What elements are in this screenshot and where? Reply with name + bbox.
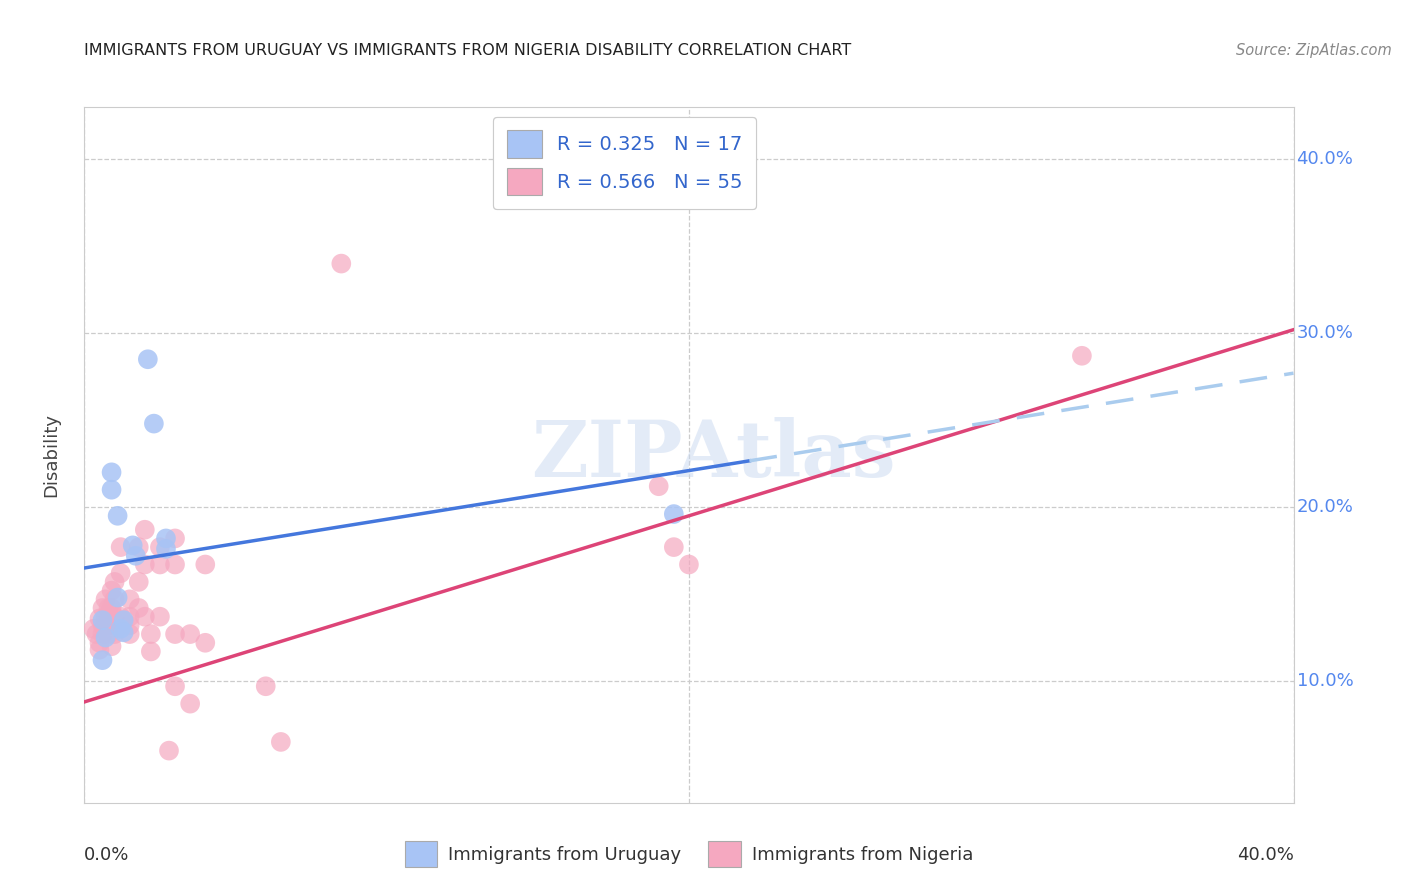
Point	[149, 609, 172, 624]
Point	[100, 601, 122, 615]
Point	[104, 574, 127, 589]
Text: 30.0%: 30.0%	[1296, 324, 1354, 343]
Text: 20.0%: 20.0%	[1296, 498, 1354, 516]
Point	[118, 627, 141, 641]
Point	[647, 479, 671, 493]
Point	[330, 256, 353, 270]
Point	[136, 352, 159, 367]
Point	[155, 541, 177, 556]
Point	[104, 609, 127, 624]
Point	[100, 639, 122, 653]
Point	[91, 627, 114, 641]
Point	[107, 508, 129, 523]
Point	[104, 592, 127, 607]
Point	[662, 540, 685, 554]
Point	[112, 613, 135, 627]
Point	[91, 653, 114, 667]
Point	[125, 549, 148, 563]
Point	[134, 609, 156, 624]
Text: 40.0%: 40.0%	[1237, 847, 1294, 864]
Point	[107, 591, 129, 605]
Point	[121, 538, 143, 552]
Point	[678, 558, 700, 572]
Point	[100, 483, 122, 497]
Point	[139, 627, 162, 641]
Text: 0.0%: 0.0%	[84, 847, 129, 864]
Text: ZIPAtlas: ZIPAtlas	[531, 417, 896, 493]
Point	[97, 601, 120, 615]
Point	[270, 735, 292, 749]
Point	[179, 697, 201, 711]
Point	[194, 558, 217, 572]
Point	[100, 583, 122, 598]
Point	[163, 679, 186, 693]
Point	[97, 627, 120, 641]
Point	[110, 609, 132, 624]
Point	[134, 523, 156, 537]
Point	[254, 679, 277, 693]
Text: 10.0%: 10.0%	[1296, 672, 1354, 690]
Point	[163, 532, 186, 546]
Point	[94, 631, 117, 645]
Point	[128, 601, 150, 615]
Point	[194, 636, 217, 650]
Point	[149, 540, 172, 554]
Point	[91, 601, 114, 615]
Point	[662, 507, 685, 521]
Point	[100, 466, 122, 480]
Point	[104, 627, 127, 641]
Point	[86, 627, 108, 641]
Legend: Immigrants from Uruguay, Immigrants from Nigeria: Immigrants from Uruguay, Immigrants from…	[398, 834, 980, 874]
Point	[110, 622, 132, 636]
Point	[82, 622, 104, 636]
Point	[89, 636, 111, 650]
Point	[91, 613, 114, 627]
Text: 40.0%: 40.0%	[1296, 150, 1354, 169]
Point	[163, 627, 186, 641]
Text: Disability: Disability	[42, 413, 60, 497]
Point	[155, 532, 177, 546]
Point	[91, 618, 114, 632]
Point	[89, 642, 111, 657]
Point	[149, 558, 172, 572]
Point	[128, 574, 150, 589]
Point	[142, 417, 165, 431]
Point	[1071, 349, 1094, 363]
Text: IMMIGRANTS FROM URUGUAY VS IMMIGRANTS FROM NIGERIA DISABILITY CORRELATION CHART: IMMIGRANTS FROM URUGUAY VS IMMIGRANTS FR…	[84, 43, 852, 58]
Point	[89, 611, 111, 625]
Point	[163, 558, 186, 572]
Point	[112, 625, 135, 640]
Point	[179, 627, 201, 641]
Point	[110, 566, 132, 581]
Point	[97, 618, 120, 632]
Point	[118, 592, 141, 607]
Legend: R = 0.325   N = 17, R = 0.566   N = 55: R = 0.325 N = 17, R = 0.566 N = 55	[494, 117, 756, 209]
Point	[118, 618, 141, 632]
Point	[134, 558, 156, 572]
Point	[94, 592, 117, 607]
Point	[128, 540, 150, 554]
Point	[118, 609, 141, 624]
Point	[94, 609, 117, 624]
Point	[110, 540, 132, 554]
Point	[139, 644, 162, 658]
Point	[157, 744, 180, 758]
Point	[94, 618, 117, 632]
Text: Source: ZipAtlas.com: Source: ZipAtlas.com	[1236, 43, 1392, 58]
